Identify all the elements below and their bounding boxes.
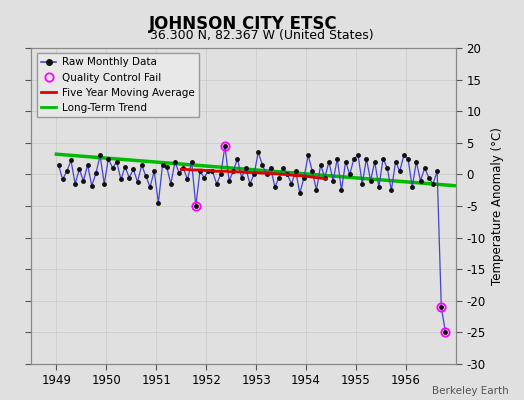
Title: JOHNSON CITY ETSC: JOHNSON CITY ETSC (149, 14, 338, 32)
Text: Berkeley Earth: Berkeley Earth (432, 386, 508, 396)
Legend: Raw Monthly Data, Quality Control Fail, Five Year Moving Average, Long-Term Tren: Raw Monthly Data, Quality Control Fail, … (37, 53, 199, 117)
Y-axis label: Temperature Anomaly (°C): Temperature Anomaly (°C) (491, 127, 504, 285)
Text: 36.300 N, 82.367 W (United States): 36.300 N, 82.367 W (United States) (150, 30, 374, 42)
